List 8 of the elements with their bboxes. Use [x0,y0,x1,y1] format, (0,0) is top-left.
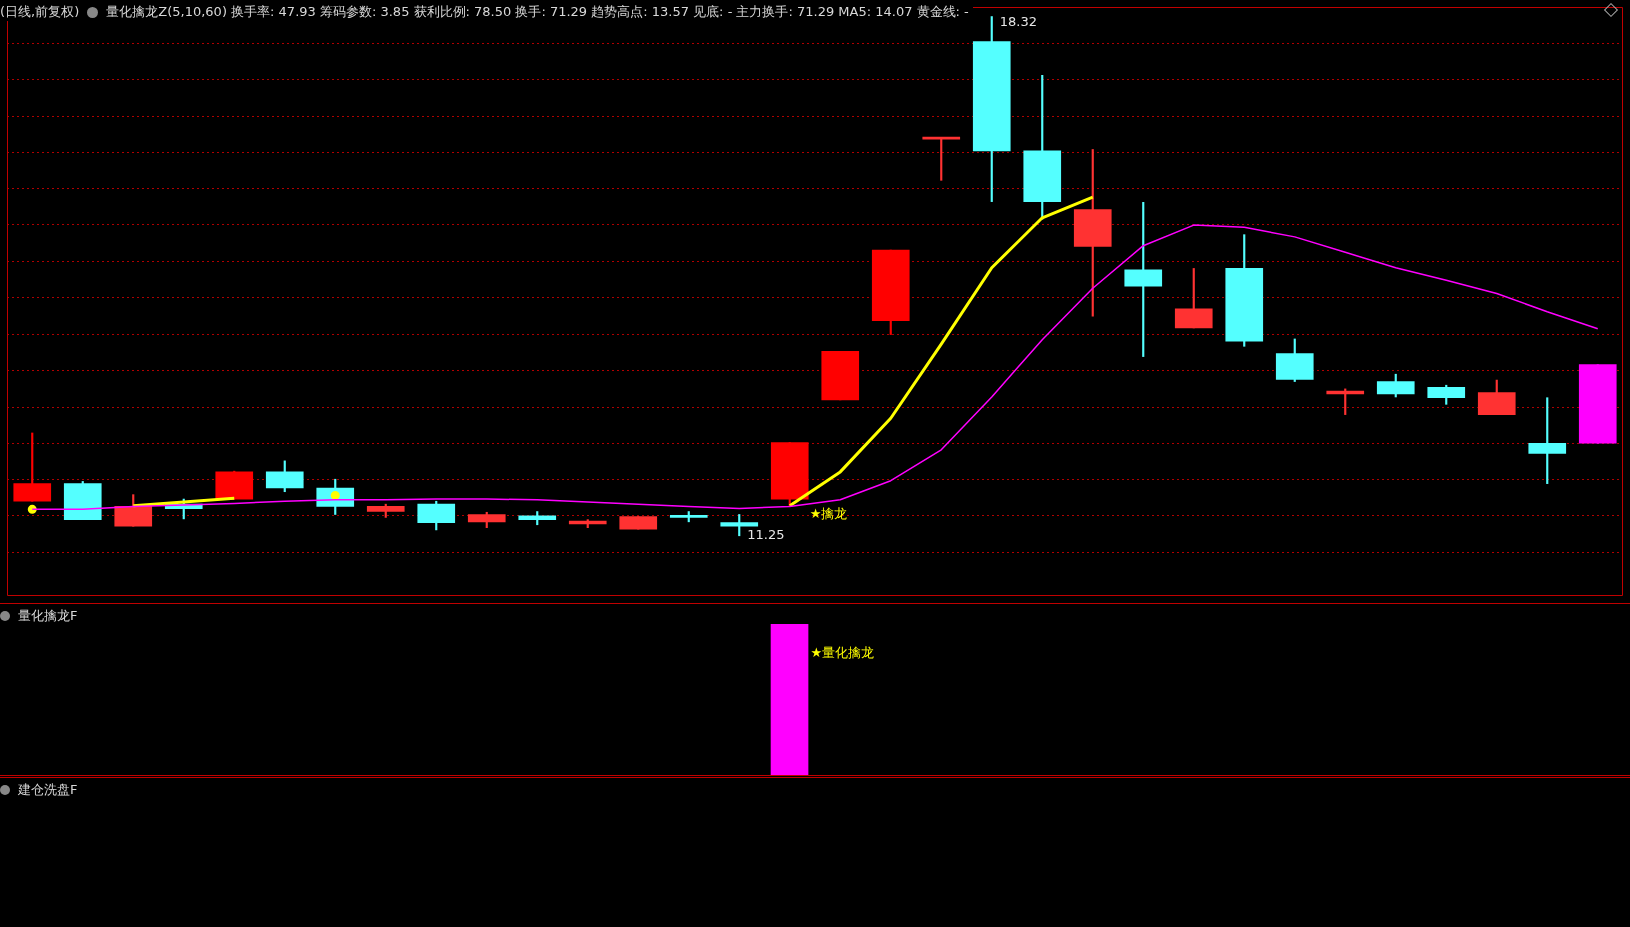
annotation: ★量化擒龙 [810,645,875,661]
annotation: 11.25 [747,527,785,543]
annotation: ★擒龙 [809,505,848,521]
text: 建仓洗盘F [18,781,78,799]
chart-title: 量化擒龙F [18,607,78,625]
chart-subtitle: 量化擒龙Z(5,10,60) 换手率: 47.93 筹码参数: 3.85 获利比例: 78.50 换手: 71.29 趋势高点: 13.57 见底: - 主力换手: 71.29 MA5: 14.07 黄金线: - [106,3,969,21]
chart-title: (日线,前复权) [0,3,80,21]
annotation: 18.32 [999,13,1037,29]
